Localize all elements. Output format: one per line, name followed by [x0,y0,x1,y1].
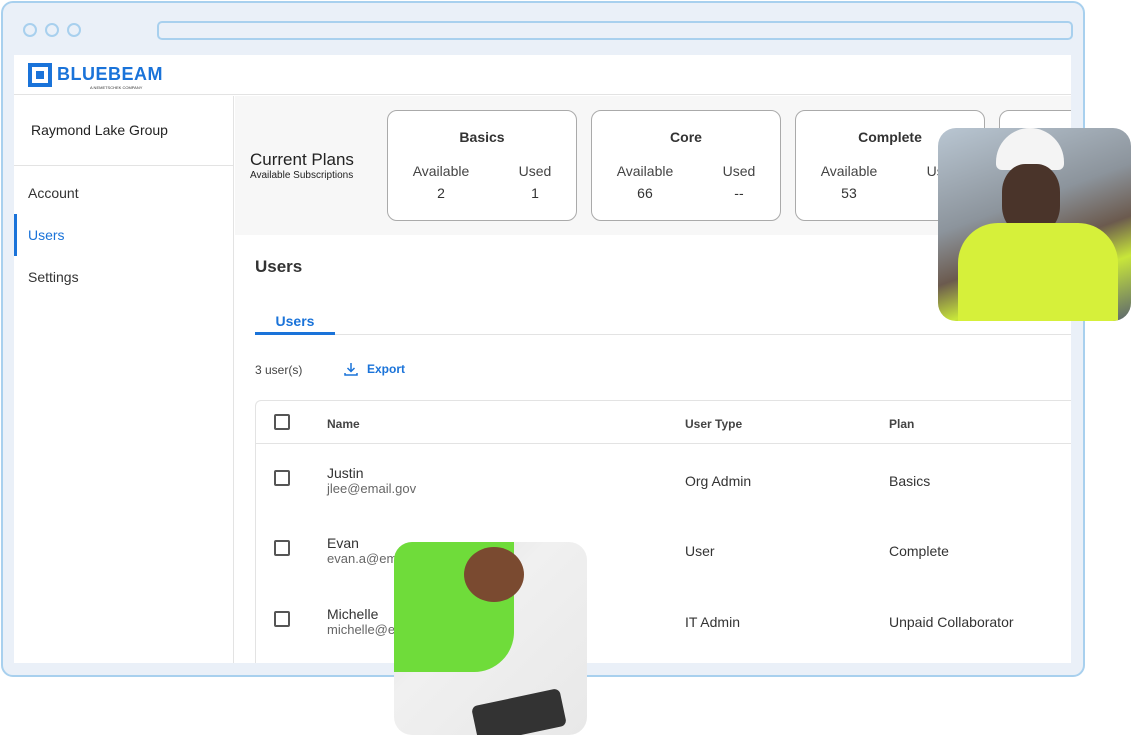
plan-name: Basics [459,129,505,145]
column-name[interactable]: Name [327,417,360,431]
used-value: -- [734,185,744,201]
logo-tagline: A NEMETSCHEK COMPANY [90,85,143,90]
section-title: Users [255,257,303,276]
used-value: 1 [531,185,539,201]
available-value: 66 [637,185,653,201]
available-label: Available [616,163,674,179]
sidebar-item-settings[interactable]: Settings [28,269,79,285]
available-value: 2 [437,185,445,201]
user-type: IT Admin [685,614,740,630]
user-name: Michelle [327,606,379,622]
plans-subtitle: Available Subscriptions [250,170,354,181]
row-checkbox[interactable] [274,470,290,486]
plan-name: Core [670,129,702,145]
tab-users[interactable]: Users [255,313,335,335]
window-dot-icon [23,23,37,37]
window-dot-icon [67,23,81,37]
users-section: Users Users 3 user(s) Export Name User T… [235,235,1071,663]
table-header: Name User Type Plan [256,401,1071,444]
user-type: User [685,543,715,559]
column-plan[interactable]: Plan [889,417,915,431]
plans-title: Current Plans [250,150,354,169]
export-label: Export [367,362,406,376]
available-value: 53 [841,185,857,201]
user-plan: Basics [889,473,931,489]
window-dot-icon [45,23,59,37]
user-email: jlee@email.gov [327,481,417,496]
sidebar-item-account[interactable]: Account [28,185,79,201]
hair [464,547,524,602]
row-checkbox[interactable] [274,540,290,556]
org-name: Raymond Lake Group [14,96,233,166]
face [1002,164,1060,234]
table-row[interactable]: Michelle michelle@email.com IT Admin Unpa… [256,592,1071,662]
top-bar: BLUEBEAM A NEMETSCHEK COMPANY [14,55,1071,95]
user-type: Org Admin [685,473,752,489]
bluebeam-logo[interactable]: BLUEBEAM [28,62,163,87]
table-row[interactable]: Evan evan.a@email.com User Complete [256,521,1071,591]
user-plan: Unpaid Collaborator [889,614,1014,630]
construction-worker-photo [938,128,1131,321]
address-bar[interactable] [157,21,1073,40]
used-label: Used [518,163,552,179]
user-plan: Complete [889,543,949,559]
plan-card-core: Core Available 66 Used -- [591,110,781,221]
table-row[interactable]: Justin jlee@email.gov Org Admin Basics [256,451,1071,521]
sidebar-item-users[interactable]: Users [14,214,233,256]
users-table: Name User Type Plan Justin jlee@email.gov… [255,400,1071,663]
logo-icon [28,62,52,87]
column-user-type[interactable]: User Type [685,417,743,431]
worker-with-tablet-photo [394,542,587,735]
plan-card-basics: Basics Available 2 Used 1 [387,110,577,221]
user-name: Evan [327,535,359,551]
available-label: Available [820,163,878,179]
tablet [471,688,567,735]
export-button[interactable]: Export [343,361,405,377]
current-plans: Current Plans Available Subscriptions Bas… [235,96,1071,235]
user-name: Justin [327,465,364,481]
sidebar: Raymond Lake Group Account Users Setting… [14,96,234,663]
user-count: 3 user(s) [255,363,303,377]
download-icon [344,363,358,376]
plan-name: Complete [858,129,922,145]
row-checkbox[interactable] [274,611,290,627]
available-label: Available [412,163,470,179]
safety-vest [958,223,1118,321]
select-all-checkbox[interactable] [274,414,290,430]
used-label: Used [722,163,756,179]
